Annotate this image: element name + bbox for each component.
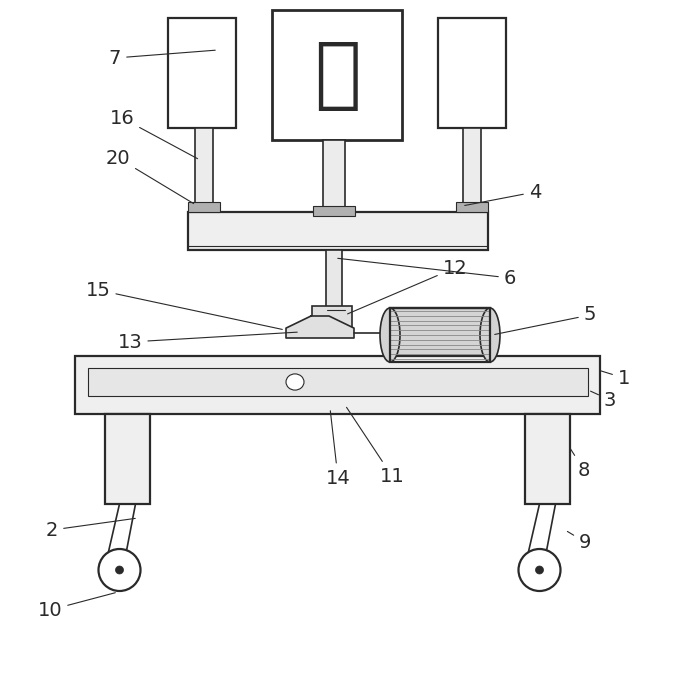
Bar (188, 212, 488, 250)
Ellipse shape (286, 374, 304, 390)
Bar (323, 140, 345, 210)
Circle shape (99, 549, 140, 591)
Bar (312, 306, 352, 328)
Text: 15: 15 (86, 281, 283, 329)
Bar (168, 18, 236, 128)
Ellipse shape (380, 308, 400, 362)
Circle shape (116, 566, 123, 574)
Bar (313, 206, 355, 216)
Text: 3: 3 (590, 391, 616, 410)
Bar (75, 356, 600, 414)
Bar (390, 308, 490, 362)
Bar (326, 250, 342, 318)
Bar (390, 308, 490, 362)
Bar (272, 10, 402, 140)
Text: 12: 12 (347, 258, 467, 314)
Bar (195, 128, 213, 206)
Bar (525, 414, 570, 504)
Text: 6: 6 (338, 258, 516, 288)
Bar (463, 128, 481, 206)
Text: 10: 10 (37, 593, 115, 619)
Bar (456, 202, 488, 212)
Text: 13: 13 (118, 332, 297, 352)
Text: 14: 14 (326, 410, 351, 488)
Text: 9: 9 (567, 531, 591, 551)
Bar (438, 18, 506, 128)
Text: 2: 2 (46, 518, 136, 540)
Text: 7: 7 (109, 48, 215, 68)
Circle shape (535, 566, 543, 574)
Text: 4: 4 (464, 182, 541, 206)
Text: 11: 11 (347, 407, 405, 486)
Text: 8: 8 (569, 447, 590, 479)
Text: 5: 5 (494, 305, 597, 335)
Bar (105, 414, 150, 504)
Bar (188, 202, 220, 212)
Bar (88, 368, 588, 396)
Ellipse shape (480, 308, 500, 362)
Text: 1: 1 (601, 369, 630, 387)
Circle shape (518, 549, 560, 591)
Text: 万: 万 (314, 37, 360, 113)
Text: 20: 20 (106, 148, 193, 204)
Polygon shape (286, 316, 354, 338)
Text: 16: 16 (110, 109, 197, 158)
